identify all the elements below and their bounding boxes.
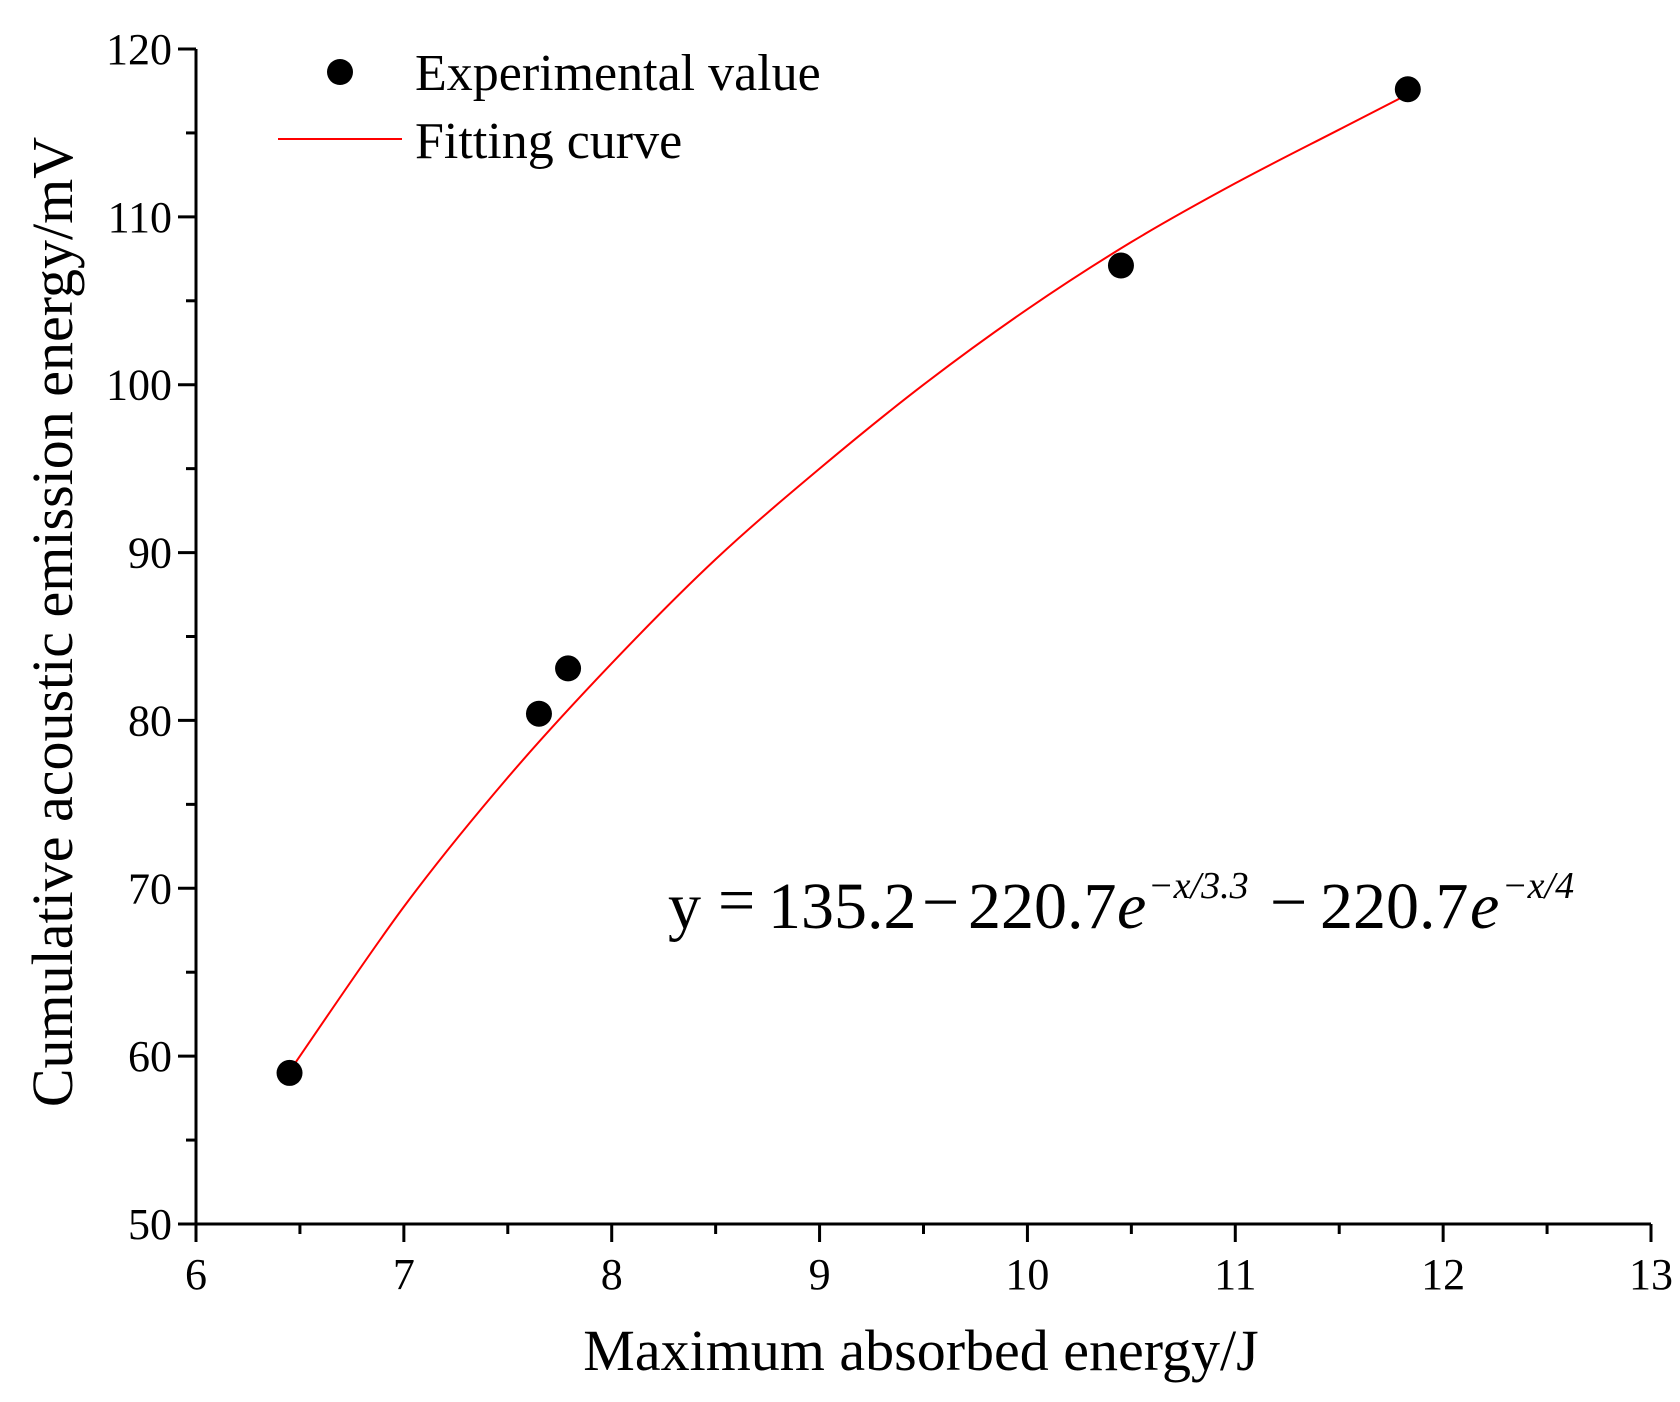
tick-labels: 6 7 8 9 10 11 12 13 50 60 70 80 90 100 110 120 [106,25,1673,1299]
legend-label-experimental: Experimental value [415,45,821,102]
y-tick-label: 80 [128,696,172,745]
equation-e-2: e [1470,870,1499,943]
experimental-points-group [276,76,1421,1086]
ticks [178,47,1653,1242]
y-tick-label: 110 [108,193,172,242]
equation-exponent-2: −x/4 [1502,865,1574,907]
experimental-point [555,655,582,682]
equation-minus-2: − [1270,866,1307,939]
legend-label-fitting: Fitting curve [415,113,682,170]
x-tick-label: 10 [1005,1250,1049,1299]
fit-equation: y = 135.2 − 220.7 e −x/3.3 − 220.7 e −x/… [668,864,1574,943]
x-tick-label: 9 [809,1250,831,1299]
y-tick-label: 60 [128,1032,172,1081]
equation-coef-2: 220.7 [1320,870,1469,943]
y-tick-label: 120 [106,25,172,74]
x-tick-label: 6 [185,1250,207,1299]
fitting-curve [288,93,1409,1072]
experimental-point [1107,252,1134,279]
fitting-curve-group [288,93,1409,1072]
equation-equals: = [718,864,755,937]
x-tick-label: 7 [393,1250,415,1299]
equation-minus-1: − [922,866,959,939]
equation-coef-1: 220.7 [968,870,1117,943]
y-tick-label: 70 [128,864,172,913]
legend: Experimental value Fitting curve [278,45,821,170]
y-tick-label: 100 [106,361,172,410]
x-tick-label: 12 [1421,1250,1465,1299]
equation-constant: 135.2 [768,870,917,943]
legend-marker-experimental [327,59,353,85]
y-tick-label: 50 [128,1200,172,1249]
experimental-point [1394,76,1421,103]
experimental-point [525,700,552,727]
axes [194,49,1651,1226]
equation-lhs: y [668,870,701,943]
equation-exponent-1: −x/3.3 [1148,865,1249,907]
equation-e-1: e [1117,870,1146,943]
x-tick-label: 13 [1629,1250,1673,1299]
y-tick-label: 90 [128,529,172,578]
y-axis-title: Cumulative acoustic emission energy/mV [20,137,85,1107]
x-tick-label: 11 [1214,1250,1256,1299]
x-axis-title: Maximum absorbed energy/J [583,1318,1258,1383]
experimental-point [276,1059,303,1086]
x-tick-label: 8 [601,1250,623,1299]
